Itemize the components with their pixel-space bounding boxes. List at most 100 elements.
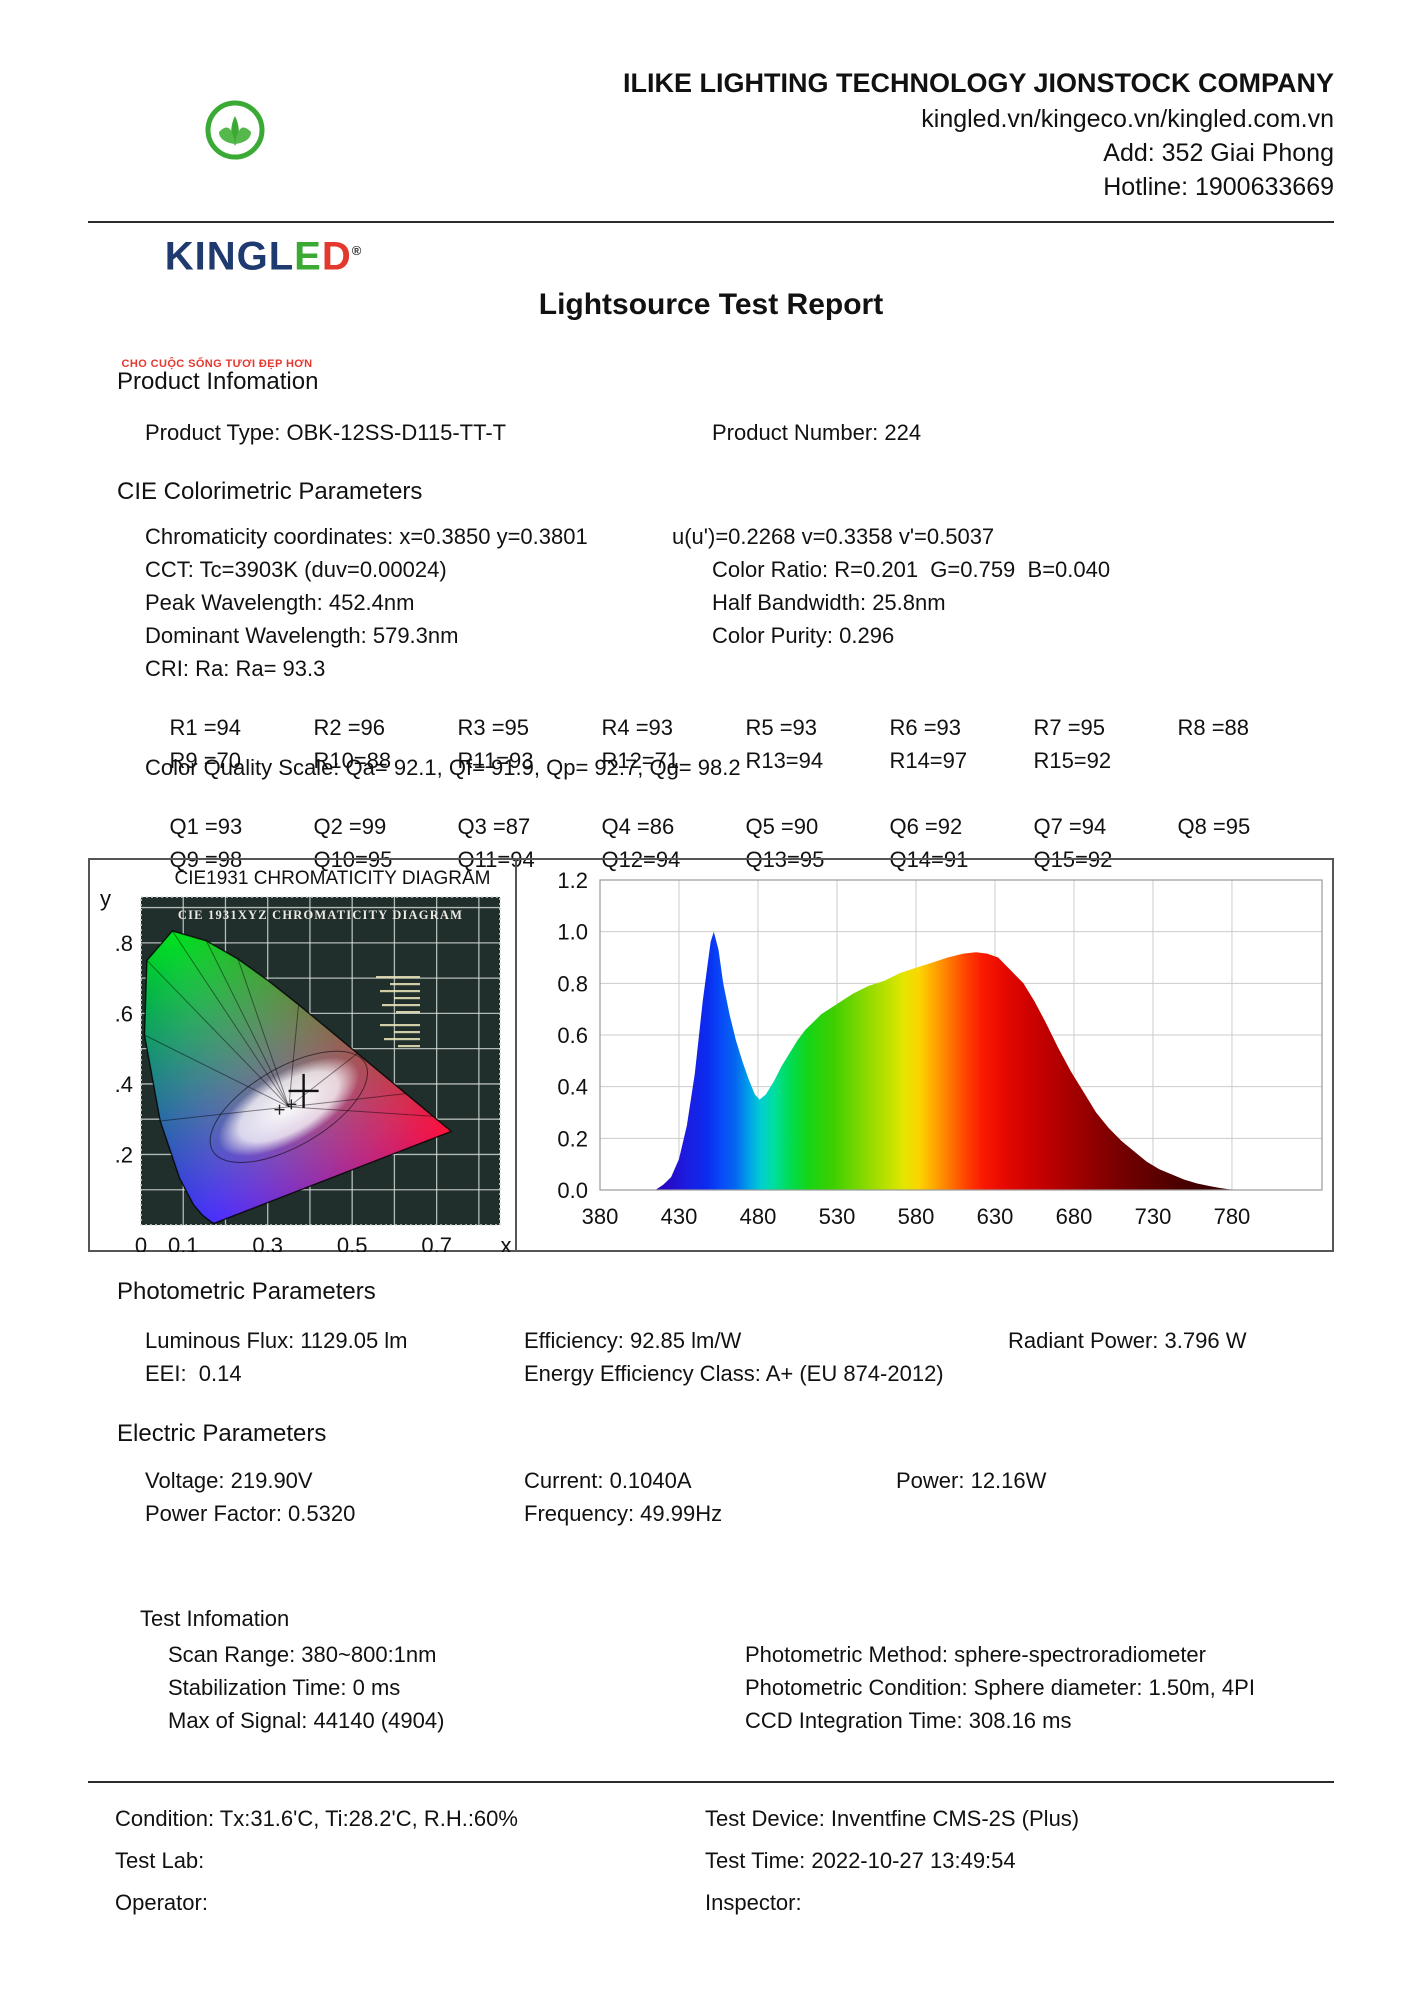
inspector: Inspector: — [705, 1890, 802, 1915]
dominant-wavelength: Dominant Wavelength: 579.3nm — [145, 623, 459, 648]
q6-value: Q6 =92 — [889, 814, 963, 839]
company-hotline: Hotline: 1900633669 — [1103, 173, 1334, 201]
scan-range: Scan Range: 380~800:1nm — [168, 1642, 437, 1667]
svg-text:430: 430 — [661, 1204, 698, 1229]
test-info-heading: Test Infomation — [140, 1606, 290, 1631]
spectral-distribution-chart: 0.0 0.2 0.4 0.6 0.8 1.0 1.2 380 430 480 530 580 630 6… — [557, 868, 1323, 1229]
r8-value: R8 =88 — [1177, 715, 1250, 740]
logo-ring — [205, 100, 265, 160]
r2-value: R2 =96 — [313, 715, 386, 740]
svg-text:0.4: 0.4 — [557, 1075, 588, 1100]
r5-value: R5 =93 — [745, 715, 818, 740]
max-of-signal: Max of Signal: 44140 (4904) — [168, 1708, 445, 1733]
r4-value: R4 =93 — [601, 715, 674, 740]
svg-text:780: 780 — [1214, 1204, 1251, 1229]
photometric-condition: Photometric Condition: Sphere diameter: … — [745, 1675, 1255, 1700]
registered-mark: ® — [351, 243, 363, 258]
header-divider — [88, 221, 1334, 223]
svg-text:580: 580 — [898, 1204, 935, 1229]
test-time: Test Time: 2022-10-27 13:49:54 — [705, 1848, 1016, 1873]
color-quality-scale: Color Quality Scale: Qa= 92.1, Qf= 91.9,… — [145, 755, 741, 780]
svg-text:0.0: 0.0 — [557, 1178, 588, 1203]
cie-heading: CIE Colorimetric Parameters — [117, 478, 423, 505]
half-bandwidth: Half Bandwidth: 25.8nm — [712, 590, 946, 615]
report-title: Lightsource Test Report — [538, 288, 884, 321]
test-lab: Test Lab: — [115, 1848, 205, 1873]
svg-text:0.7: 0.7 — [421, 1233, 452, 1252]
energy-efficiency-class: Energy Efficiency Class: A+ (EU 874-2012… — [524, 1361, 944, 1386]
svg-text:0.1: 0.1 — [168, 1233, 199, 1252]
svg-text:x: x — [501, 1233, 512, 1252]
eei: EEI: 0.14 — [145, 1361, 242, 1386]
power-factor: Power Factor: 0.5320 — [145, 1501, 356, 1526]
color-purity: Color Purity: 0.296 — [712, 623, 895, 648]
svg-text:.6: .6 — [115, 1001, 133, 1026]
efficiency: Efficiency: 92.85 lm/W — [524, 1328, 742, 1353]
q2-value: Q2 =99 — [313, 814, 387, 839]
svg-text:CIE1931 CHROMATICITY DIAGRAM: CIE1931 CHROMATICITY DIAGRAM — [174, 868, 490, 889]
svg-text:1.0: 1.0 — [557, 920, 588, 945]
cri-r-values-row-1: R1 =94 R2 =96 R3 =95 R4 =93 R5 =93 R6 =93 R7 =… — [145, 689, 1321, 767]
logo-wordmark: KINGLED® — [92, 185, 362, 322]
svg-text:y: y — [100, 886, 111, 911]
kingled-logo-icon — [205, 100, 265, 160]
photometric-heading: Photometric Parameters — [117, 1278, 376, 1305]
q1-value: Q1 =93 — [169, 814, 243, 839]
q5-value: Q5 =90 — [745, 814, 819, 839]
logo-text-d: D — [321, 234, 352, 279]
svg-text:730: 730 — [1135, 1204, 1172, 1229]
electric-heading: Electric Parameters — [117, 1420, 327, 1447]
r1-value: R1 =94 — [169, 715, 242, 740]
charts-panel-divider — [515, 860, 517, 1250]
footer-divider — [88, 1781, 1334, 1783]
r11-value: R11=93 — [457, 748, 534, 773]
svg-text:0: 0 — [135, 1233, 147, 1252]
chromaticity-coordinates: Chromaticity coordinates: x=0.3850 y=0.3… — [145, 524, 588, 549]
product-number: Product Number: 224 — [712, 420, 922, 445]
r14-value: R14=97 — [889, 748, 968, 773]
inner-legend-marks — [376, 976, 420, 1048]
r10-value: R10=88 — [313, 748, 392, 773]
r9-value: R9 =70 — [169, 748, 242, 773]
r13-value: R13=94 — [745, 748, 824, 773]
q4-value: Q4 =86 — [601, 814, 675, 839]
q8-value: Q8 =95 — [1177, 814, 1251, 839]
svg-text:380: 380 — [582, 1204, 619, 1229]
photometric-method: Photometric Method: sphere-spectroradiom… — [745, 1642, 1206, 1667]
color-ratio: Color Ratio: R=0.201 G=0.759 B=0.040 — [712, 557, 1111, 582]
cct-value: CCT: Tc=3903K (duv=0.00024) — [145, 557, 447, 582]
q7-value: Q7 =94 — [1033, 814, 1107, 839]
svg-text:.2: .2 — [115, 1142, 133, 1167]
svg-text:0.6: 0.6 — [557, 1023, 588, 1048]
svg-text:630: 630 — [977, 1204, 1014, 1229]
svg-text:.8: .8 — [115, 931, 133, 956]
spectral-curve — [655, 931, 1239, 1190]
company-websites: kingled.vn/kingeco.vn/kingled.com.vn — [921, 105, 1334, 133]
cqs-q-values-row-1: Q1 =93 Q2 =99 Q3 =87 Q4 =86 Q5 =90 Q6 =92 Q7 =… — [145, 788, 1321, 866]
peak-wavelength: Peak Wavelength: 452.4nm — [145, 590, 415, 615]
radiant-power: Radiant Power: 3.796 W — [1008, 1328, 1247, 1353]
r15-value: R15=92 — [1033, 748, 1112, 773]
cri-r-values-row-2: R9 =70 R10=88 R11=93 R12=71 R13=94 R14=97 R15=… — [145, 722, 1177, 800]
frequency: Frequency: 49.99Hz — [524, 1501, 723, 1526]
luminous-flux: Luminous Flux: 1129.05 lm — [145, 1328, 408, 1353]
r7-value: R7 =95 — [1033, 715, 1106, 740]
svg-text:0.8: 0.8 — [557, 971, 588, 996]
stabilization-time: Stabilization Time: 0 ms — [168, 1675, 401, 1700]
charts-panel — [88, 858, 1334, 1252]
test-device: Test Device: Inventfine CMS-2S (Plus) — [705, 1806, 1080, 1831]
r3-value: R3 =95 — [457, 715, 530, 740]
svg-text:.4: .4 — [115, 1072, 133, 1097]
kingled-logo: KINGLED® CHO CUỘC SỐNG TƯƠI ĐẸP HƠN — [92, 80, 362, 406]
r6-value: R6 =93 — [889, 715, 962, 740]
svg-text:1.2: 1.2 — [557, 868, 588, 893]
product-info-heading: Product Infomation — [117, 368, 319, 395]
logo-tagline: CHO CUỘC SỐNG TƯƠI ĐẸP HƠN — [121, 358, 313, 371]
product-type: Product Type: OBK-12SS-D115-TT-T — [145, 420, 507, 445]
svg-text:680: 680 — [1056, 1204, 1093, 1229]
svg-text:480: 480 — [740, 1204, 777, 1229]
uv-coordinates: u(u')=0.2268 v=0.3358 v'=0.5037 — [672, 524, 995, 549]
svg-text:0.3: 0.3 — [252, 1233, 283, 1252]
cie1931-chromaticity-chart: CIE 1931XYZ CHROMATICITY DIAGRAM CIE1931 … — [100, 868, 512, 1252]
